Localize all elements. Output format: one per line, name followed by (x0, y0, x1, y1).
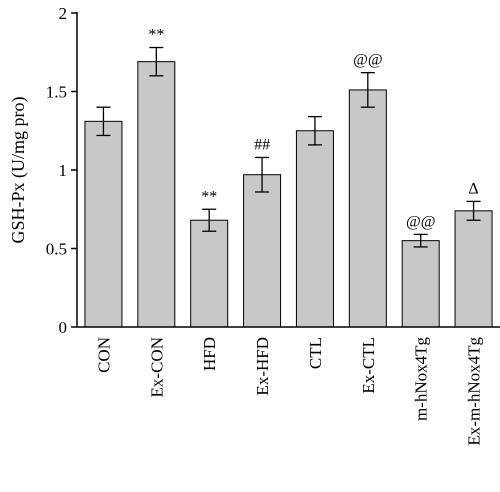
bar-ex-hfd (243, 174, 282, 328)
category-label: m-hNox4Tg (412, 337, 431, 422)
category-label: Ex-HFD (253, 337, 272, 396)
y-axis-ticks: 0 0.5 1 1.5 2 (46, 4, 77, 337)
y-tick-label: 0 (59, 318, 68, 337)
significance-mark: ** (148, 27, 164, 44)
category-label: Ex-CTL (359, 337, 378, 394)
category-label: HFD (200, 337, 219, 371)
bar-ex-m-hnox4tg (454, 210, 493, 328)
significance-annotations: ** ** ## @@ @@ Δ (148, 27, 478, 231)
category-labels: CON Ex-CON HFD Ex-HFD CTL Ex-CTL m-hNox4Tg Ex-m… (94, 337, 483, 446)
category-label: CTL (306, 337, 325, 369)
y-tick-label: 2 (59, 4, 68, 23)
significance-mark: ## (254, 136, 270, 153)
bar-hfd (190, 219, 229, 328)
significance-mark: @@ (353, 52, 382, 69)
y-axis-title: GSH-Px (U/mg pro) (8, 96, 29, 243)
category-label: CON (94, 337, 113, 373)
significance-mark: @@ (406, 213, 435, 230)
bar-con (84, 120, 123, 328)
bar-ex-con (137, 61, 176, 328)
y-tick-label: 0.5 (46, 240, 67, 259)
significance-mark: Δ (468, 180, 478, 197)
category-label: Ex-m-hNox4Tg (465, 337, 484, 446)
y-tick-label: 1.5 (46, 83, 67, 102)
bar-ex-ctl (348, 89, 387, 328)
significance-mark: ** (201, 188, 217, 205)
y-tick-label: 1 (59, 161, 68, 180)
category-label: Ex-CON (147, 337, 166, 397)
bar-m-hnox4tg (401, 240, 440, 328)
error-bars (96, 46, 481, 248)
bars (84, 61, 493, 328)
bar-ctl (295, 130, 334, 328)
